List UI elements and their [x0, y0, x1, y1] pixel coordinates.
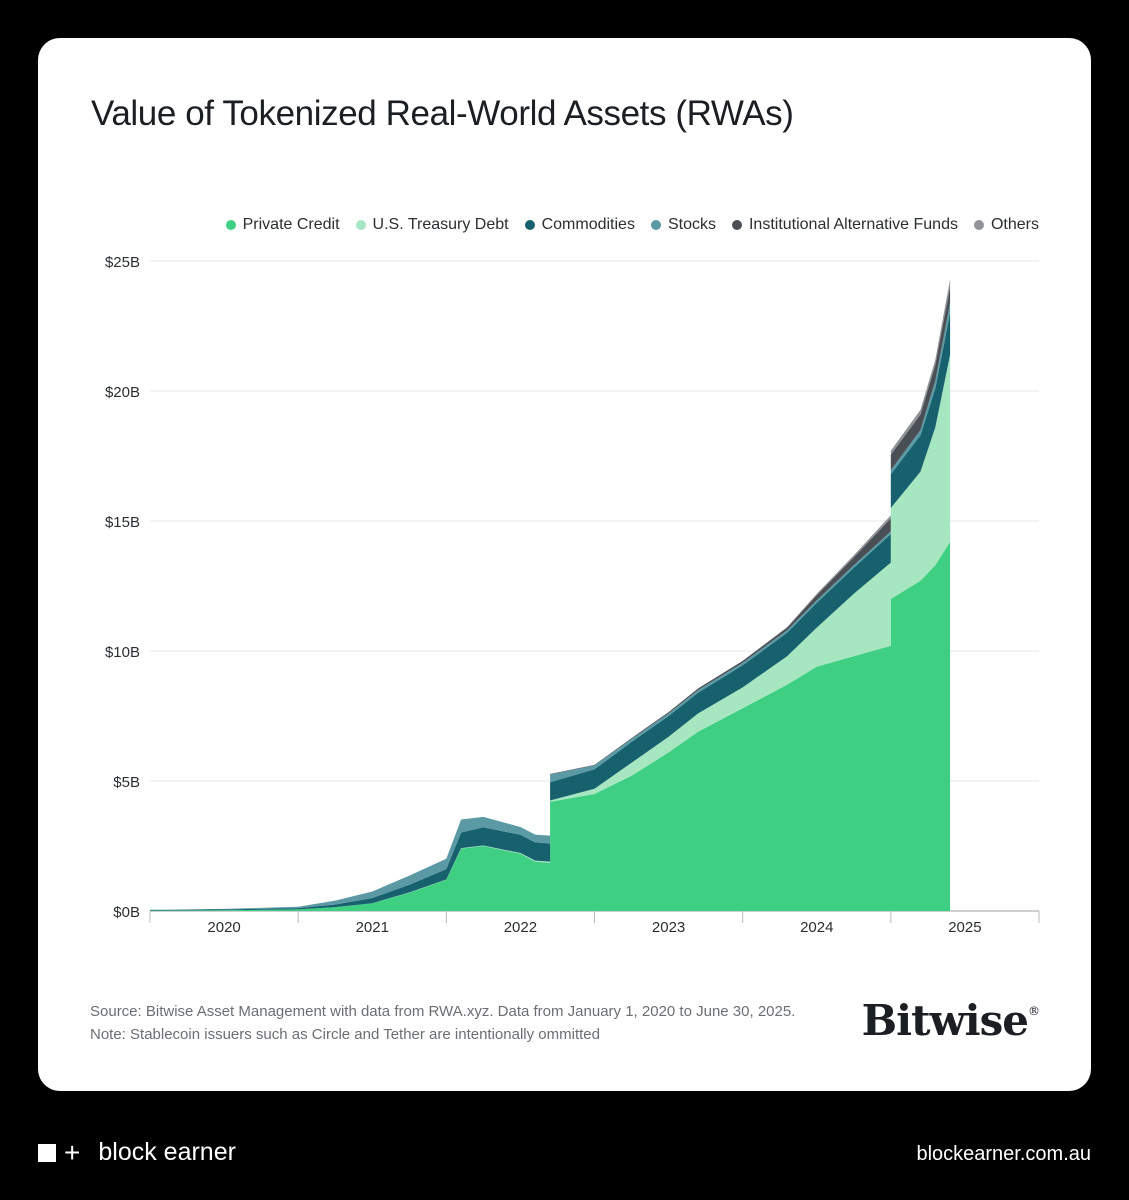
- x-tick-label: 2024: [800, 919, 833, 936]
- y-tick-label: $10B: [105, 644, 140, 661]
- area-series-0: [150, 541, 951, 911]
- logo-plus-icon: +: [64, 1136, 81, 1168]
- x-tick-label: 2023: [652, 919, 685, 936]
- brand-name: Bitwise: [861, 996, 1029, 1045]
- x-tick-label: 2025: [948, 919, 981, 936]
- legend-dot-icon: [650, 220, 661, 230]
- x-tick-label: 2020: [207, 919, 240, 936]
- legend-label: Institutional Alternative Funds: [748, 216, 958, 233]
- y-tick-label: $20B: [105, 384, 140, 401]
- logo-text: block earner: [98, 1138, 236, 1166]
- legend-item: Institutional Alternative Funds: [731, 216, 958, 234]
- chart-legend: Private Credit U.S. Treasury Debt Commodit…: [225, 216, 1039, 234]
- bitwise-logo: Bitwise®: [861, 996, 1040, 1045]
- legend-dot-icon: [731, 220, 742, 230]
- y-tick-label: $0B: [113, 904, 140, 921]
- chart-svg: $0B $5B $10B $15B $20B $25B 2020 2021 2022 2023 20…: [105, 254, 1040, 936]
- y-tick-label: $5B: [113, 774, 140, 791]
- source-note: Source: Bitwise Asset Management with da…: [90, 1000, 795, 1046]
- legend-label: Others: [990, 216, 1039, 233]
- legend-dot-icon: [225, 220, 236, 230]
- chart-title: Value of Tokenized Real-World Assets (RW…: [91, 94, 794, 133]
- stacked-areas: [150, 279, 951, 911]
- legend-label: Private Credit: [242, 216, 340, 233]
- logo-square-icon: [38, 1143, 56, 1162]
- x-tick-label: 2022: [504, 919, 537, 936]
- legend-item: Private Credit: [225, 216, 340, 234]
- y-tick-label: $25B: [105, 254, 140, 271]
- note-line: Note: Stablecoin issuers such as Circle …: [90, 1026, 600, 1043]
- legend-item: U.S. Treasury Debt: [355, 216, 509, 234]
- legend-label: U.S. Treasury Debt: [372, 216, 509, 233]
- source-line: Source: Bitwise Asset Management with da…: [90, 1003, 796, 1020]
- axes: $0B $5B $10B $15B $20B $25B 2020 2021 2022 2023 20…: [105, 254, 1040, 936]
- registered-mark: ®: [1028, 1004, 1040, 1018]
- chart-card: Value of Tokenized Real-World Assets (RW…: [38, 38, 1091, 1091]
- legend-item: Others: [973, 216, 1039, 234]
- legend-dot-icon: [973, 220, 984, 230]
- legend-item: Stocks: [650, 216, 716, 234]
- x-tick-label: 2021: [356, 919, 389, 936]
- legend-item: Commodities: [524, 216, 635, 234]
- legend-label: Commodities: [541, 216, 635, 233]
- y-tick-label: $15B: [105, 514, 140, 531]
- footer-url: blockearner.com.au: [916, 1143, 1091, 1165]
- legend-dot-icon: [355, 220, 366, 230]
- legend-dot-icon: [524, 220, 535, 230]
- legend-label: Stocks: [667, 216, 716, 233]
- block-earner-logo: + block earner: [38, 1138, 236, 1167]
